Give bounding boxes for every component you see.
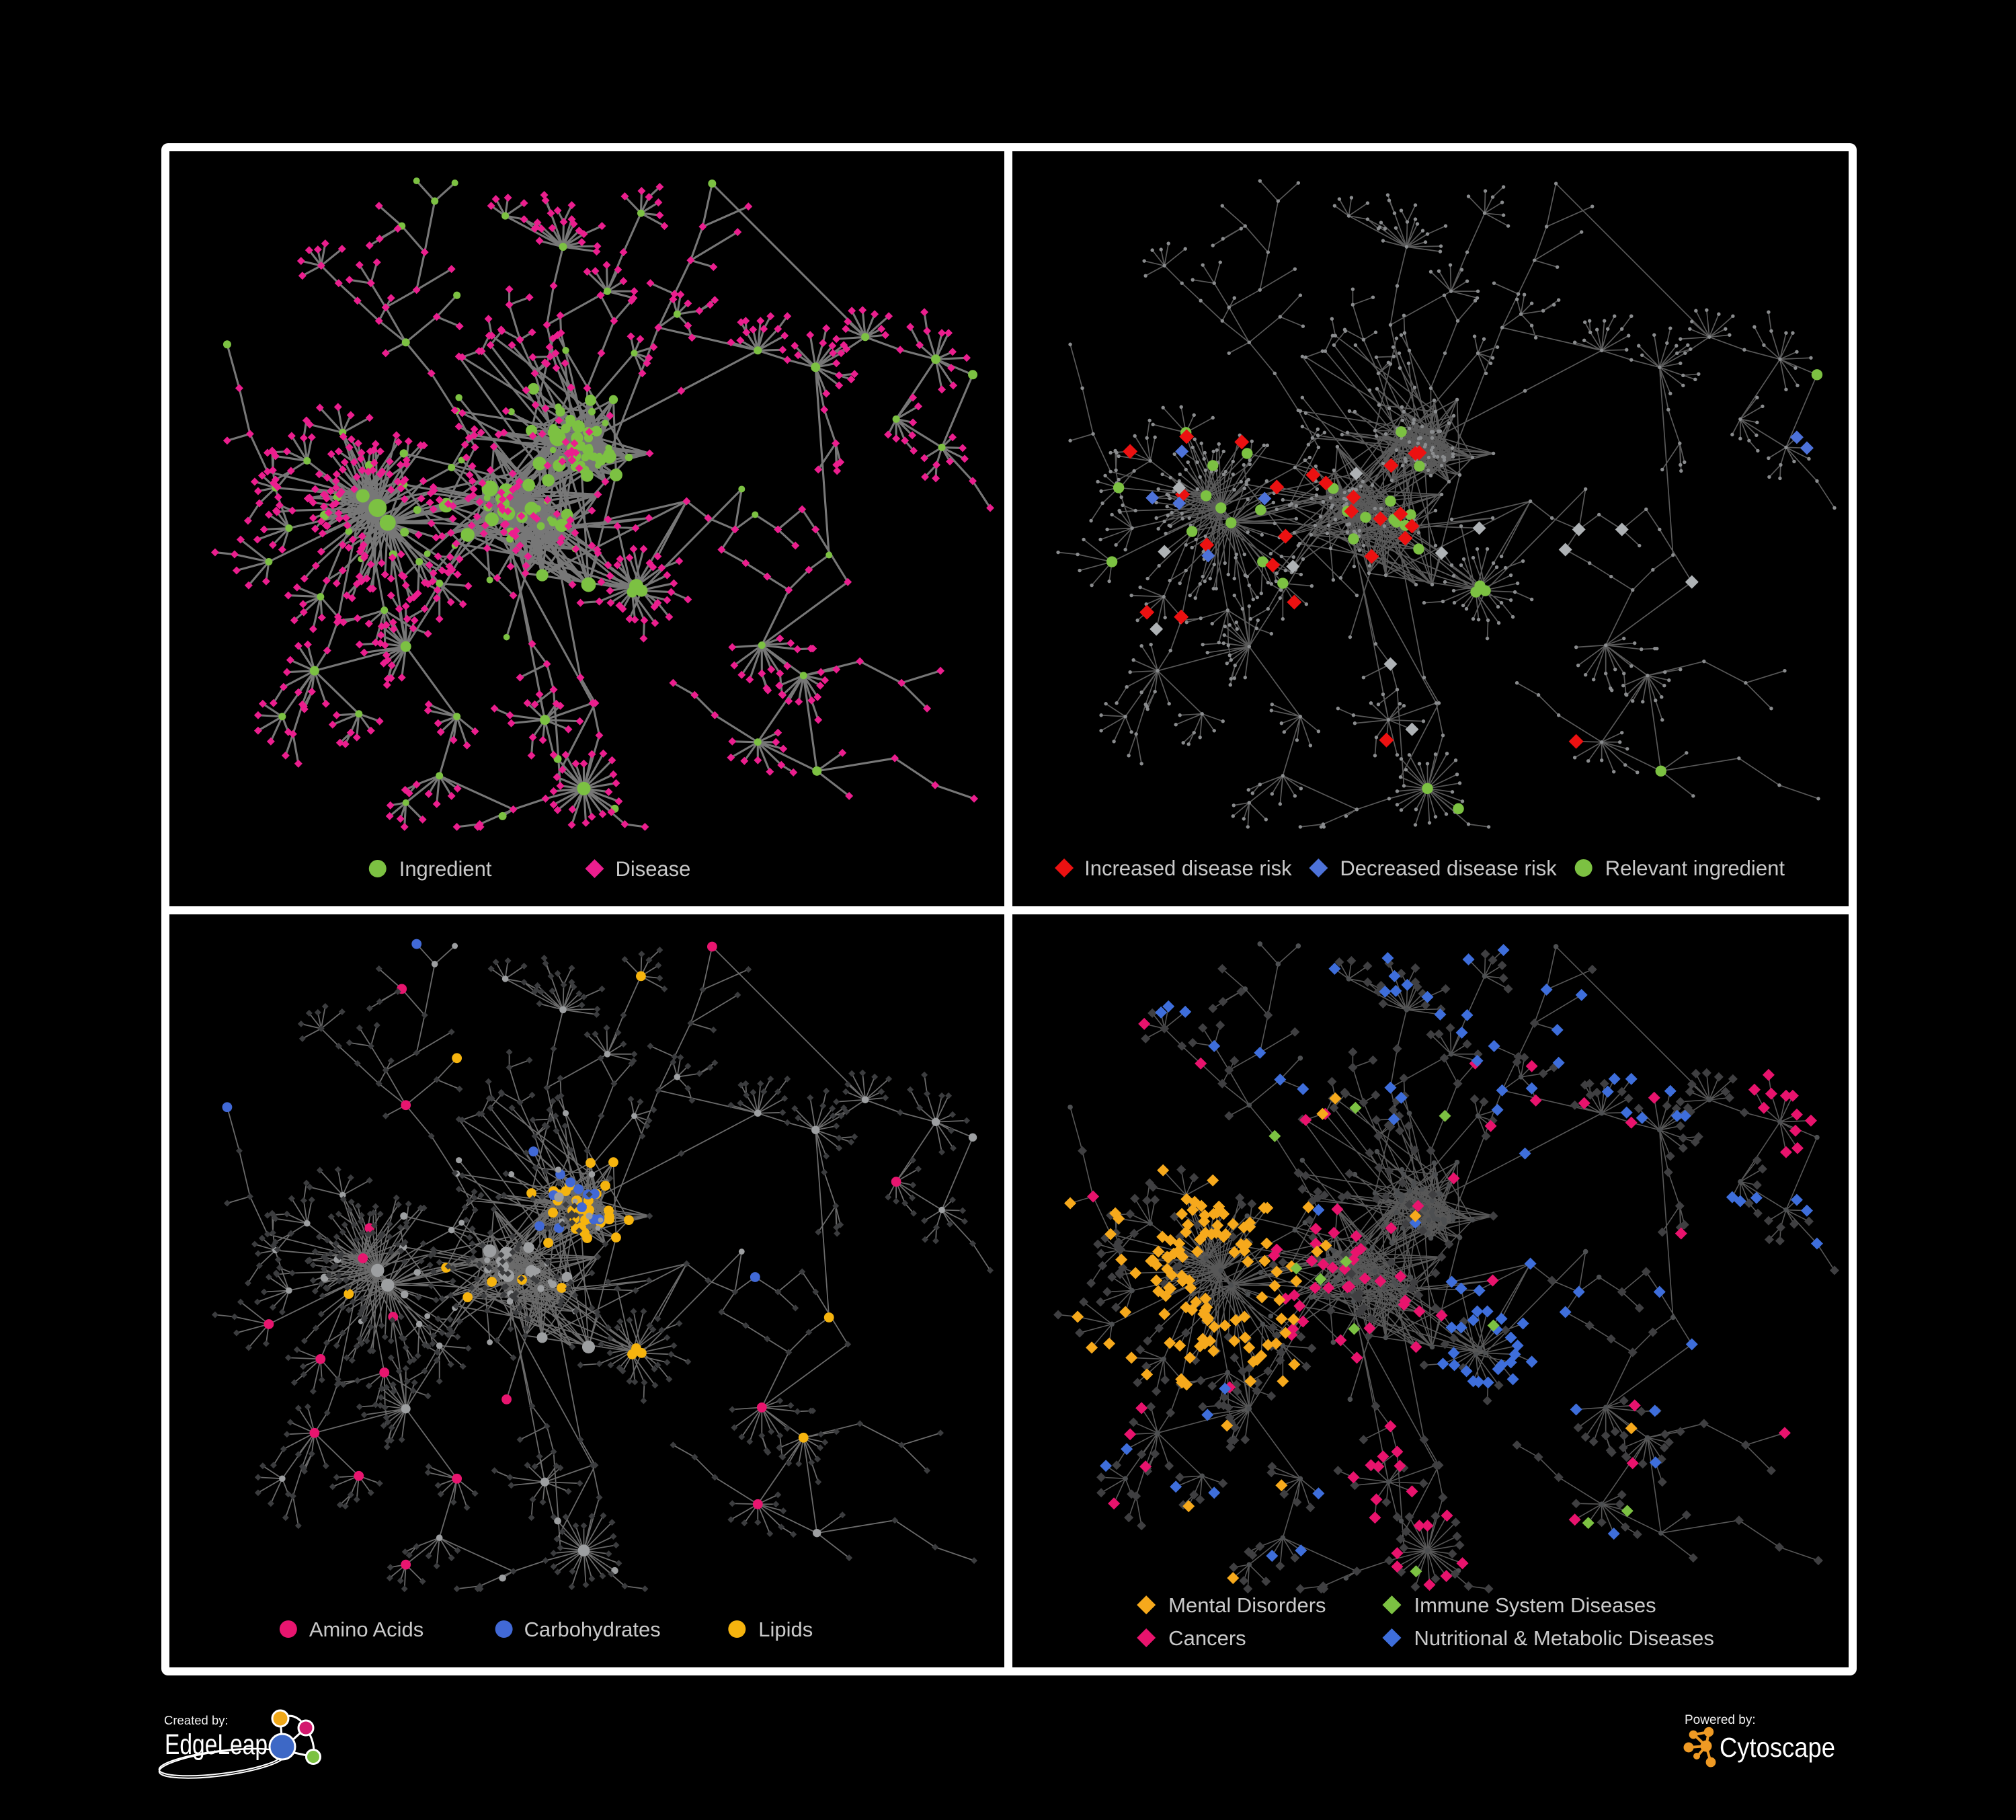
svg-text:Created by:: Created by: bbox=[164, 1713, 229, 1727]
svg-text:Mental Disorders: Mental Disorders bbox=[1168, 1593, 1326, 1617]
svg-text:Carbohydrates: Carbohydrates bbox=[524, 1618, 661, 1641]
svg-text:Powered by:: Powered by: bbox=[1685, 1713, 1756, 1727]
svg-text:Decreased disease risk: Decreased disease risk bbox=[1340, 857, 1557, 880]
svg-text:Cancers: Cancers bbox=[1168, 1626, 1246, 1650]
svg-text:Cytoscape: Cytoscape bbox=[1720, 1732, 1835, 1763]
svg-text:Amino Acids: Amino Acids bbox=[309, 1618, 424, 1641]
svg-text:EdgeLeap: EdgeLeap bbox=[165, 1729, 268, 1761]
svg-text:Immune System Diseases: Immune System Diseases bbox=[1414, 1593, 1656, 1617]
svg-text:Lipids: Lipids bbox=[758, 1618, 813, 1641]
svg-text:Relevant ingredient: Relevant ingredient bbox=[1605, 857, 1785, 880]
svg-text:Increased disease risk: Increased disease risk bbox=[1084, 857, 1292, 880]
svg-text:Disease: Disease bbox=[615, 857, 690, 881]
svg-text:Nutritional & Metabolic Diseas: Nutritional & Metabolic Diseases bbox=[1414, 1626, 1713, 1650]
svg-text:Ingredient: Ingredient bbox=[399, 857, 492, 881]
